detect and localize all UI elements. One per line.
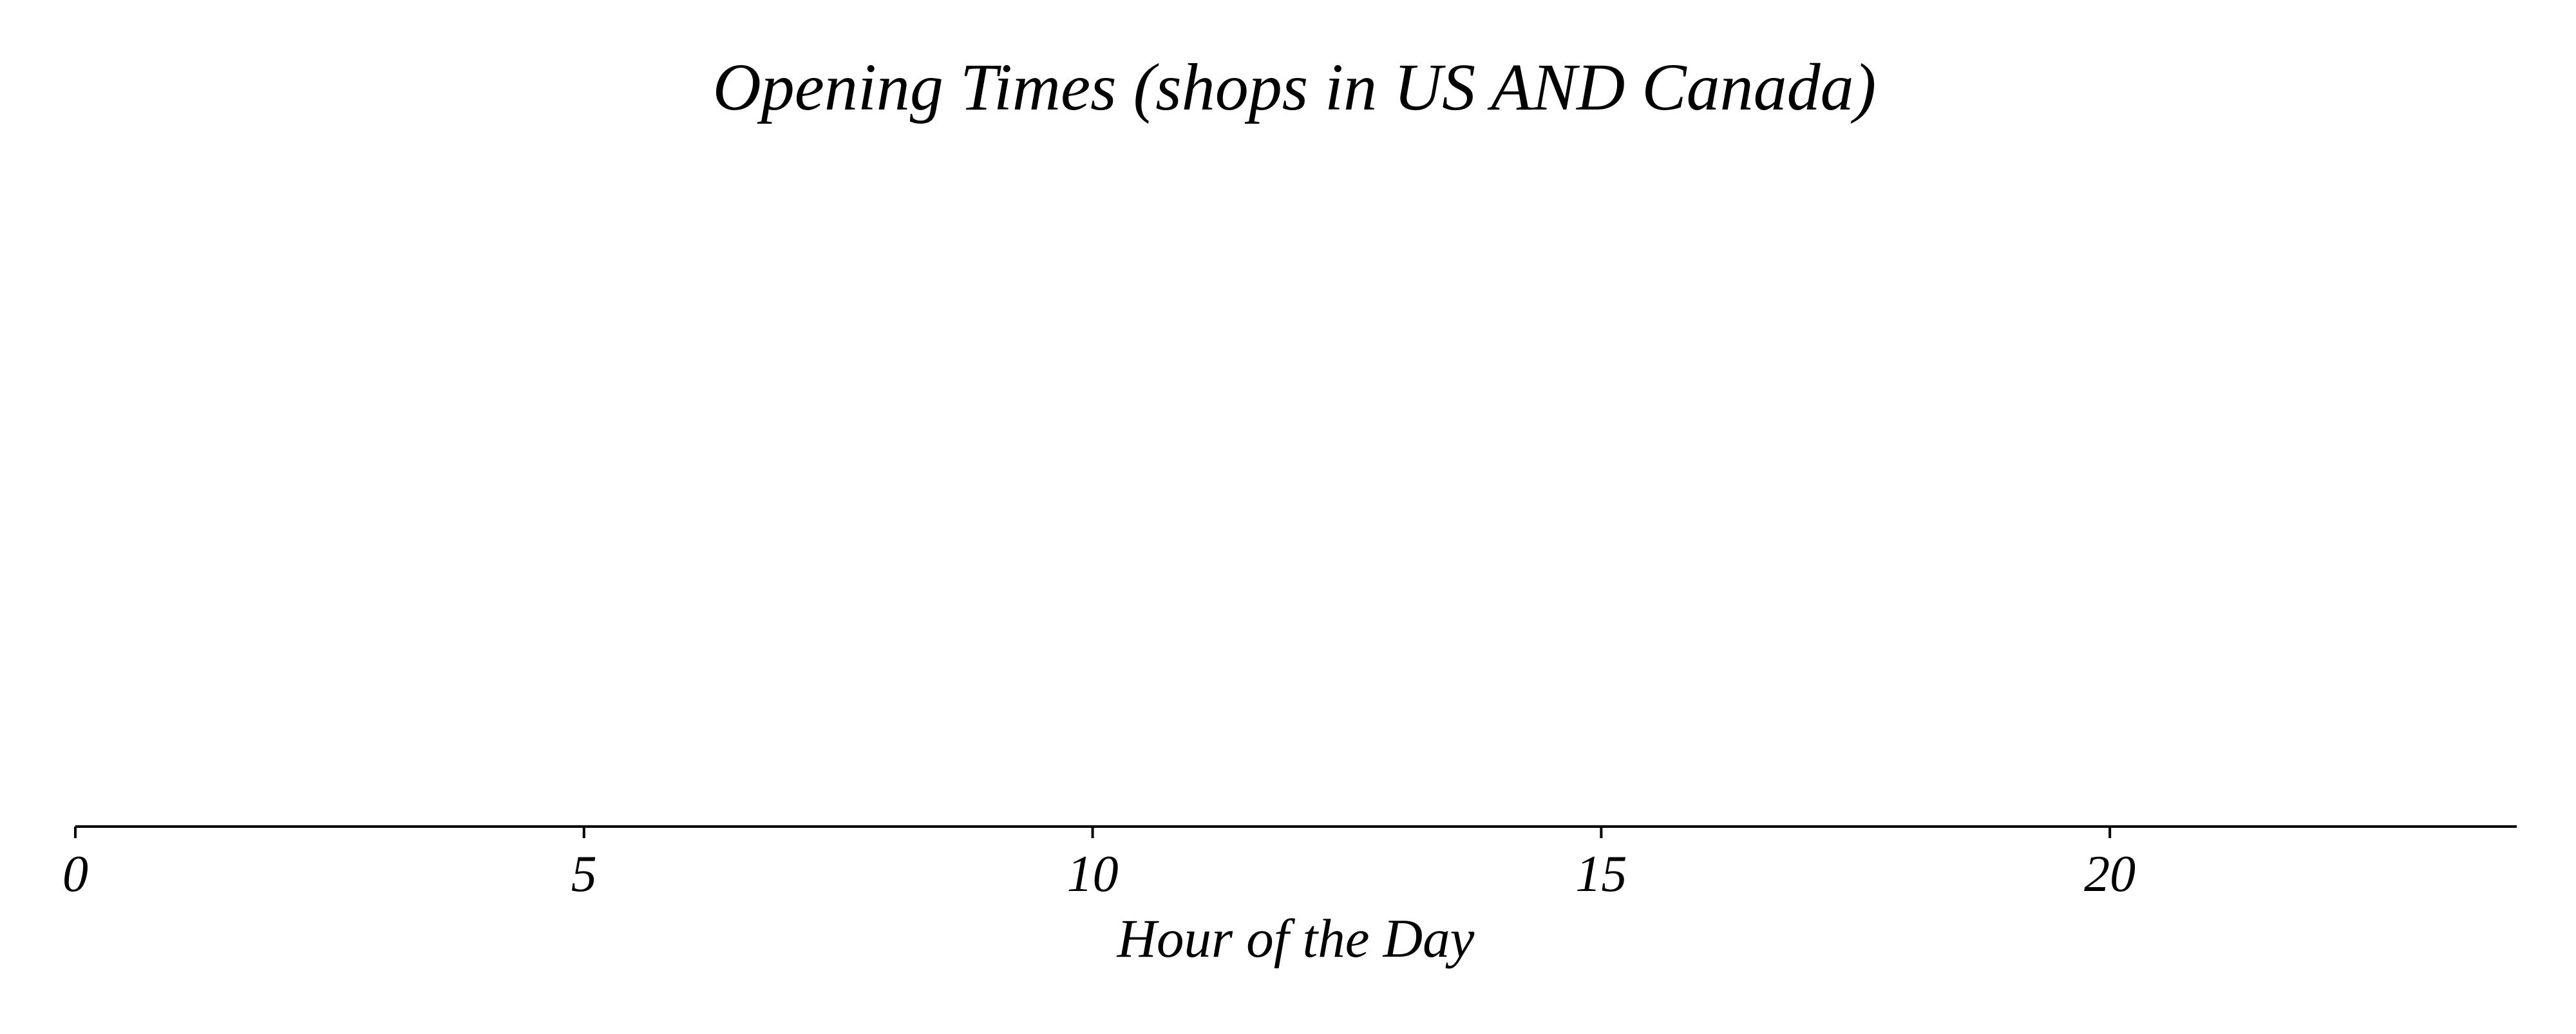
x-tick-label: 20: [2084, 846, 2136, 903]
x-axis-label: Hour of the Day: [1117, 908, 1475, 969]
x-tick-label: 10: [1067, 846, 1119, 903]
x-tick-label: 5: [571, 846, 597, 903]
x-axis-ticks: 0 5 10 15 20: [62, 827, 2136, 903]
x-tick-label: 15: [1575, 846, 1627, 903]
x-tick-label: 0: [62, 846, 88, 903]
chart-title: Opening Times (shops in US AND Canada): [713, 50, 1877, 124]
